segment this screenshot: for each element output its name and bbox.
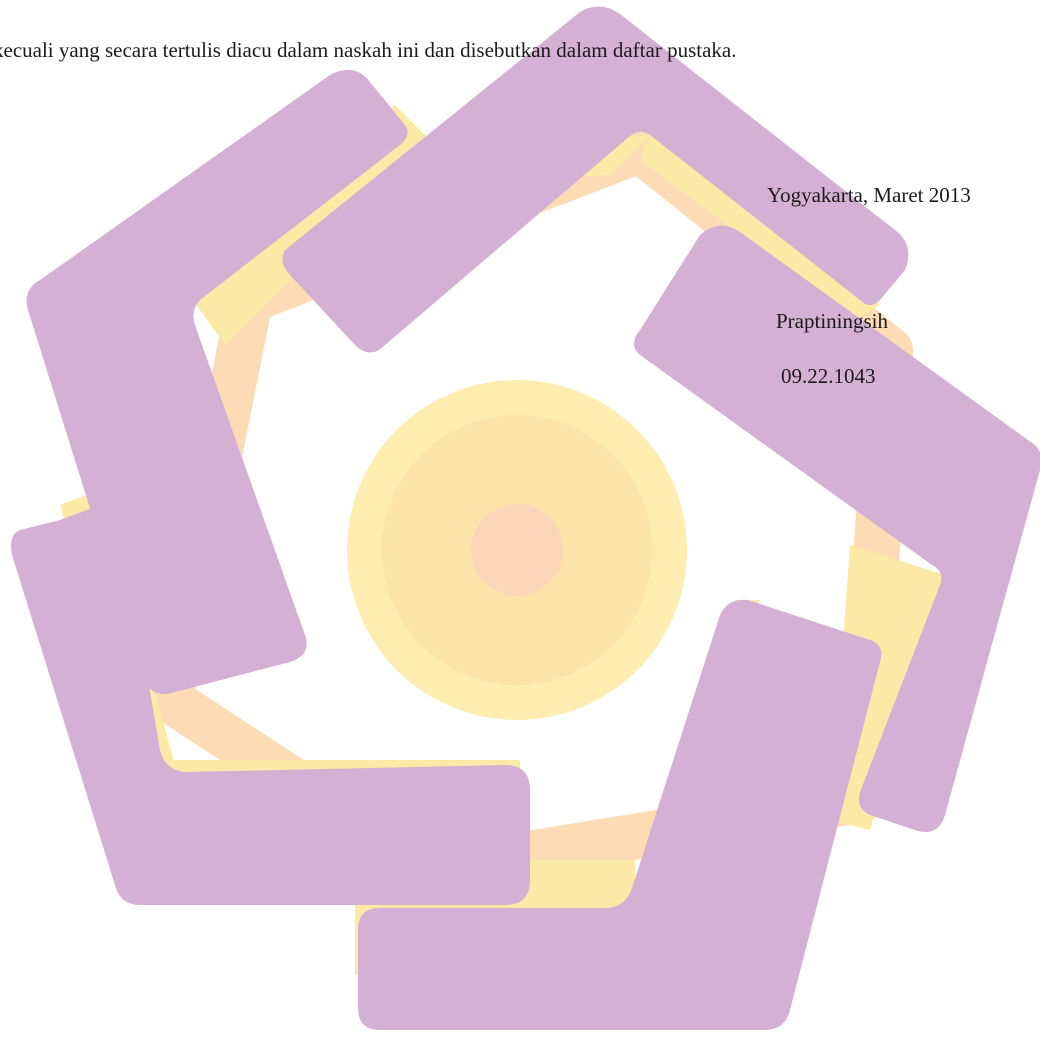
place-date: Yogyakarta, Maret 2013 xyxy=(767,183,971,207)
logo-blade-bottom-left xyxy=(11,503,530,905)
logo-blade-top xyxy=(282,6,909,353)
logo-blade-right xyxy=(634,225,1040,833)
signer-id: 09.22.1043 xyxy=(781,364,876,388)
logo-center-core xyxy=(471,504,563,596)
body-text-line: kecuali yang secara tertulis diacu dalam… xyxy=(0,38,737,62)
logo-purple-blades xyxy=(11,6,1040,1030)
logo-blade-bottom-right xyxy=(358,599,882,1030)
signer-name: Praptiningsih xyxy=(776,309,889,333)
